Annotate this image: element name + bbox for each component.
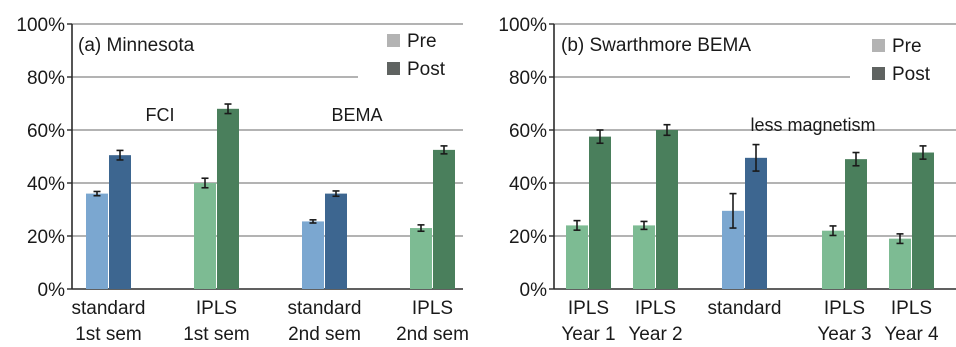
category-label: standard [72,298,146,319]
category-label: standard [708,298,782,319]
y-tick-label: 80% [27,68,65,89]
legend-label: Post [407,59,446,80]
annotation-label: less magnetism [750,115,875,135]
error-bar [852,151,860,167]
y-tick-label: 60% [27,121,65,142]
panel-swarthmore: 0% 20% 40% 60% 80% 100% IPLS Year 1 IPLS Year 2 st… [498,15,956,345]
legend-label: Post [892,64,931,85]
y-tick-label: 100% [498,15,547,36]
error-bar [440,145,448,155]
annotation-label: FCI [146,105,175,125]
bar-post [656,130,678,289]
category-label-line2: Year 1 [561,324,615,345]
bar-pre [822,230,844,289]
error-bar [752,143,760,172]
error-bar [573,219,581,231]
gridlines [72,23,463,237]
error-bar [919,145,927,160]
panel-minnesota: 0% 20% 40% 60% 80% 100% standard 1st sem IPLS 1st… [16,15,469,345]
error-bar [116,149,124,161]
category-label-line2: Year 2 [628,324,682,345]
bar-post [845,159,867,289]
category-label: IPLS [412,298,453,319]
chart-title: (b) Swarthmore BEMA [561,35,751,56]
error-bar [829,225,837,237]
y-tick-label: 20% [509,227,547,248]
bar-post [325,193,347,289]
bar-post [109,155,131,289]
legend: Pre Post [387,31,446,80]
category-label-line2: 1st sem [183,324,250,345]
y-tick-label: 80% [509,68,547,89]
y-tick-label: 20% [27,227,65,248]
bar-post [589,136,611,289]
bar-pre [722,210,744,289]
bars [566,123,934,289]
legend: Pre Post [872,36,931,85]
error-bar [93,190,101,197]
y-tick-label: 0% [520,280,548,301]
bar-pre [889,238,911,289]
category-label-line2: 2nd sem [288,324,361,345]
error-bar [663,123,671,137]
y-tick-label: 60% [509,121,547,142]
error-bar [596,129,604,145]
chart-title: (a) Minnesota [78,35,195,56]
error-bar [729,192,737,229]
category-label-line2: Year 3 [817,324,871,345]
bar-pre [302,221,324,289]
bar-post [912,152,934,289]
bar-pre [633,225,655,289]
y-tick-label: 40% [509,174,547,195]
bar-pre [410,228,432,289]
error-bar [332,190,340,198]
category-label: IPLS [891,298,932,319]
error-bar [417,224,425,233]
legend-label: Pre [407,31,437,52]
annotation-label: BEMA [331,105,382,125]
category-label: IPLS [568,298,609,319]
bars [86,103,455,289]
legend-swatch-pre [387,34,400,47]
bar-post [745,157,767,289]
y-tick-label: 40% [27,174,65,195]
error-bar [224,103,232,115]
bar-post [217,108,239,289]
bar-post [433,149,455,289]
category-label: IPLS [824,298,865,319]
category-label-line2: Year 4 [884,324,939,345]
error-bar [896,233,904,245]
error-bar [309,219,317,224]
bar-pre [194,183,216,289]
category-label-line2: 2nd sem [396,324,469,345]
legend-swatch-post [387,62,400,75]
legend-swatch-pre [872,39,885,52]
category-label: IPLS [196,298,237,319]
category-label: standard [288,298,362,319]
legend-swatch-post [872,67,885,80]
y-tick-label: 0% [38,280,66,301]
bar-pre [566,225,588,289]
y-tick-label: 100% [16,15,65,36]
legend-label: Pre [892,36,922,57]
error-bar [640,220,648,231]
category-label-line2: 1st sem [75,324,142,345]
bar-pre [86,193,108,289]
category-label: IPLS [635,298,676,319]
error-bar [201,177,209,189]
